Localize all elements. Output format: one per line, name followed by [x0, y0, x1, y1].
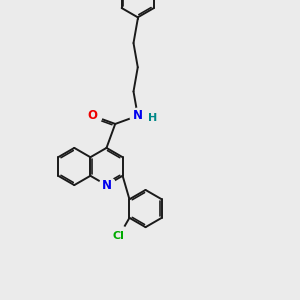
Text: H: H [148, 113, 157, 123]
Text: O: O [88, 109, 98, 122]
Text: Cl: Cl [113, 231, 125, 241]
Text: N: N [133, 109, 143, 122]
Text: N: N [101, 178, 112, 192]
